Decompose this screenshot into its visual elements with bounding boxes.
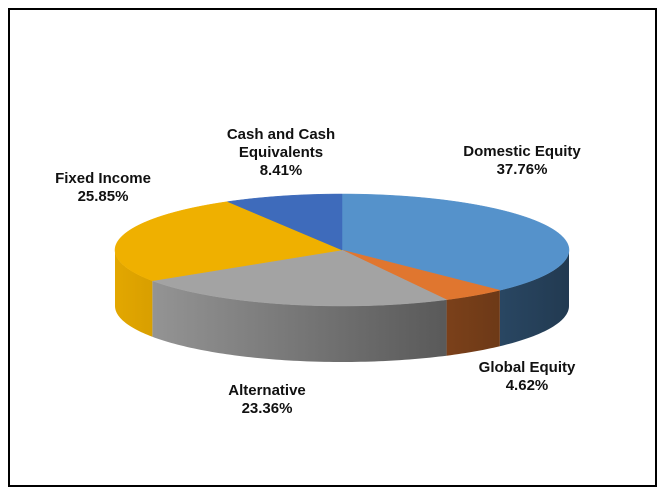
label-name: Global Equity xyxy=(478,359,576,376)
data-label: Domestic Equity 37.76% xyxy=(452,143,592,179)
slice xyxy=(341,249,500,300)
data-label: Cash and Cash Equivalents 8.41% xyxy=(211,126,351,180)
data-label: Fixed Income 25.85% xyxy=(33,170,173,206)
label-value: 25.85% xyxy=(77,188,129,205)
slice xyxy=(114,201,343,282)
slice-side xyxy=(446,290,500,356)
slice xyxy=(151,249,448,307)
label-value: 8.41% xyxy=(259,162,303,179)
label-name: Cash and Cash Equivalents xyxy=(226,126,336,161)
chart-frame xyxy=(8,8,657,487)
slice xyxy=(341,193,570,291)
label-value: 4.62% xyxy=(505,377,549,394)
data-label: Alternative 23.36% xyxy=(197,382,337,418)
slice xyxy=(226,193,343,251)
slice-side xyxy=(152,280,447,362)
label-name: Domestic Equity xyxy=(463,143,581,160)
label-name: Alternative xyxy=(228,382,306,399)
label-name: Fixed Income xyxy=(55,170,151,187)
label-value: 23.36% xyxy=(241,400,293,417)
data-label: Global Equity 4.62% xyxy=(457,359,597,395)
slice-side xyxy=(115,250,153,337)
label-value: 37.76% xyxy=(496,161,548,178)
slice-side xyxy=(499,250,569,347)
